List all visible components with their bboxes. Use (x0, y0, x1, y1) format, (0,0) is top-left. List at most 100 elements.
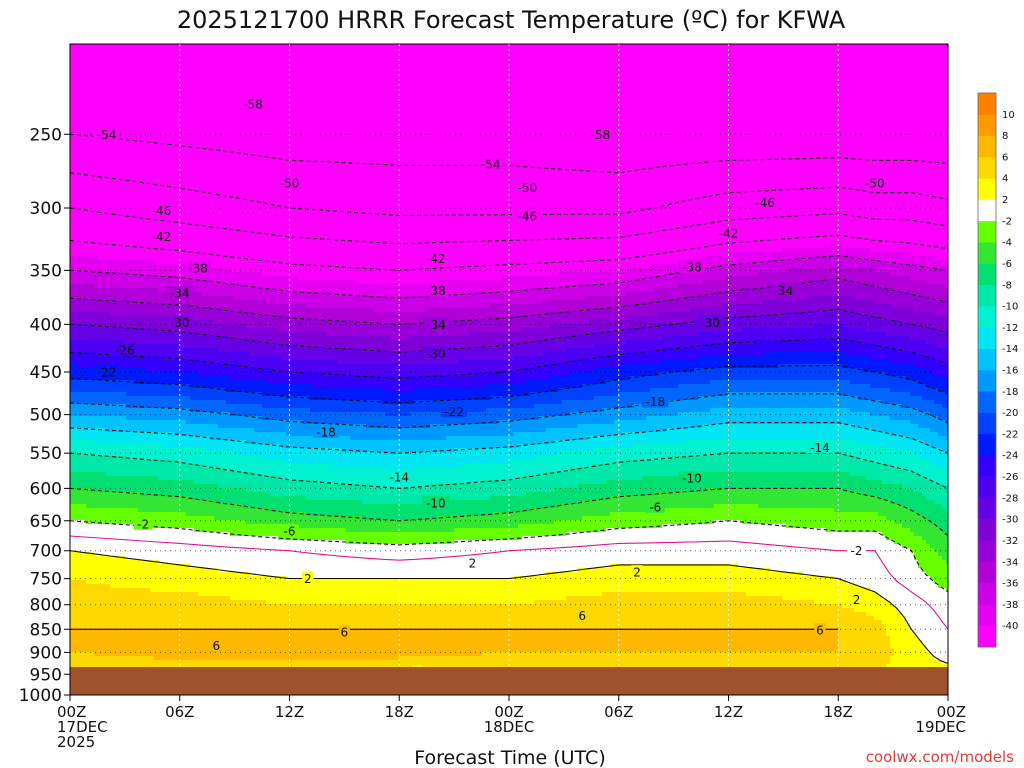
heatmap-cell (186, 484, 191, 489)
heatmap-cell (78, 188, 83, 193)
heatmap-cell (110, 496, 115, 501)
heatmap-cell (94, 440, 99, 445)
heatmap-cell (146, 580, 151, 585)
heatmap-cell (138, 176, 143, 181)
heatmap-cell (110, 380, 115, 385)
heatmap-cell (126, 96, 131, 101)
heatmap-cell (102, 608, 107, 613)
heatmap-cell (170, 572, 175, 577)
heatmap-cell (102, 160, 107, 165)
heatmap-cell (126, 512, 131, 517)
heatmap-cell (138, 560, 143, 565)
heatmap-cell (186, 164, 191, 169)
heatmap-cell (174, 412, 179, 417)
heatmap-cell (178, 196, 183, 201)
heatmap-cell (182, 416, 187, 421)
heatmap-cell (78, 72, 83, 77)
heatmap-cell (138, 476, 143, 481)
heatmap-cell (74, 272, 79, 277)
heatmap-cell (114, 628, 119, 633)
heatmap-cell (166, 536, 171, 541)
heatmap-cell (174, 52, 179, 57)
heatmap-cell (182, 532, 187, 537)
heatmap-cell (134, 600, 139, 605)
heatmap-cell (130, 468, 135, 473)
heatmap-cell (150, 332, 155, 337)
heatmap-cell (186, 336, 191, 341)
heatmap-cell (150, 48, 155, 53)
heatmap-cell (186, 640, 191, 645)
heatmap-cell (74, 292, 79, 297)
heatmap-cell (98, 280, 103, 285)
heatmap-cell (166, 196, 171, 201)
heatmap-cell (106, 120, 111, 125)
heatmap-cell (98, 156, 103, 161)
heatmap-cell (130, 648, 135, 653)
heatmap-cell (114, 528, 119, 533)
heatmap-cell (106, 96, 111, 101)
heatmap-cell (166, 64, 171, 69)
heatmap-cell (70, 536, 75, 541)
heatmap-cell (130, 624, 135, 629)
heatmap-cell (74, 380, 79, 385)
heatmap-cell (82, 412, 87, 417)
heatmap-cell (122, 560, 127, 565)
heatmap-cell (98, 44, 103, 49)
heatmap-cell (146, 612, 151, 617)
heatmap-cell (182, 456, 187, 461)
heatmap-cell (170, 220, 175, 225)
heatmap-cell (106, 572, 111, 577)
heatmap-cell (102, 628, 107, 633)
heatmap-cell (106, 408, 111, 413)
heatmap-cell (186, 656, 191, 661)
heatmap-cell (138, 312, 143, 317)
heatmap-cell (118, 64, 123, 69)
heatmap-cell (166, 452, 171, 457)
heatmap-cell (114, 288, 119, 293)
heatmap-cell (154, 360, 159, 365)
heatmap-cell (162, 368, 167, 373)
heatmap-cell (118, 496, 123, 501)
heatmap-cell (106, 324, 111, 329)
heatmap-cell (162, 152, 167, 157)
heatmap-cell (94, 400, 99, 405)
heatmap-cell (186, 96, 191, 101)
heatmap-cell (158, 476, 163, 481)
heatmap-cell (118, 76, 123, 81)
heatmap-cell (158, 500, 163, 505)
heatmap-cell (150, 372, 155, 377)
heatmap-cell (166, 448, 171, 453)
heatmap-cell (98, 484, 103, 489)
heatmap-cell (94, 604, 99, 609)
heatmap-cell (142, 276, 147, 281)
heatmap-cell (150, 224, 155, 229)
heatmap-cell (146, 92, 151, 97)
heatmap-cell (74, 460, 79, 465)
heatmap-cell (102, 300, 107, 305)
heatmap-cell (90, 596, 95, 601)
heatmap-cell (162, 588, 167, 593)
heatmap-cell (70, 424, 75, 429)
heatmap-cell (186, 124, 191, 129)
heatmap-cell (78, 580, 83, 585)
heatmap-cell (178, 220, 183, 225)
heatmap-cell (106, 312, 111, 317)
heatmap-cell (118, 556, 123, 561)
heatmap-cell (170, 280, 175, 285)
heatmap-cell (78, 408, 83, 413)
heatmap-cell (122, 332, 127, 337)
heatmap-cell (90, 228, 95, 233)
heatmap-cell (130, 84, 135, 89)
heatmap-cell (162, 376, 167, 381)
heatmap-cell (146, 260, 151, 265)
heatmap-cell (130, 320, 135, 325)
heatmap-cell (158, 112, 163, 117)
heatmap-cell (182, 328, 187, 333)
heatmap-cell (106, 512, 111, 517)
heatmap-cell (182, 544, 187, 549)
heatmap-cell (98, 504, 103, 509)
heatmap-cell (138, 584, 143, 589)
heatmap-cell (170, 344, 175, 349)
heatmap-cell (182, 332, 187, 337)
heatmap-cell (146, 424, 151, 429)
